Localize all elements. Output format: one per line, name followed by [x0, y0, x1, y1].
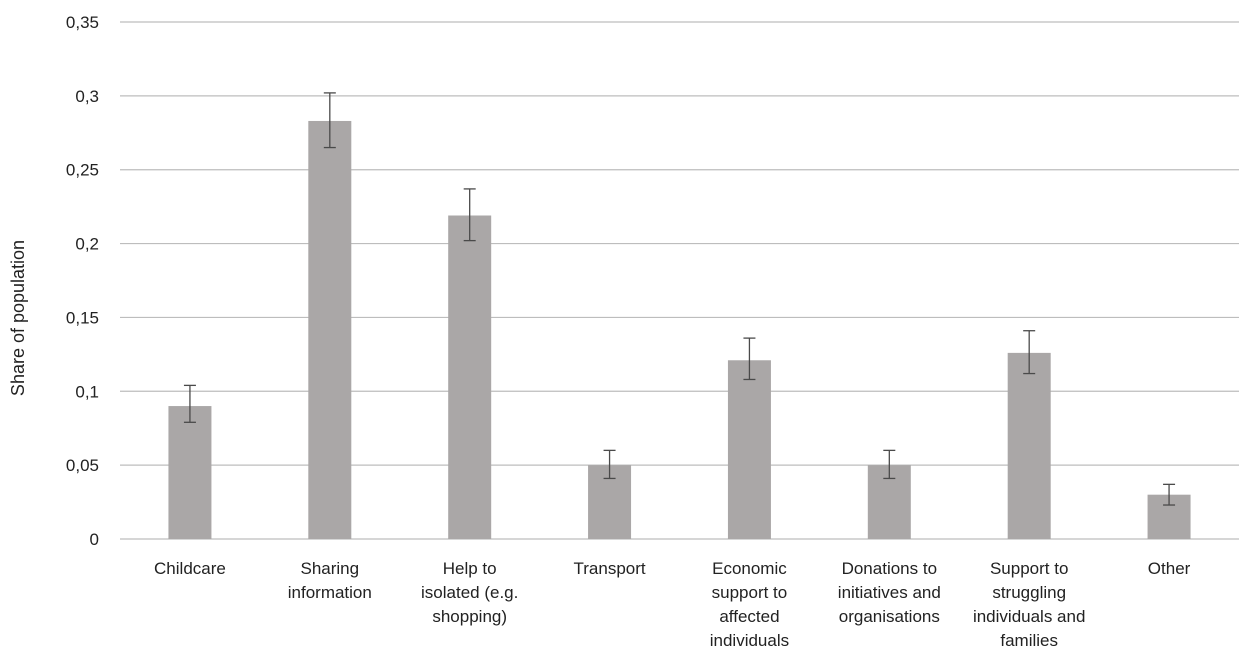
x-tick-label: Other	[1148, 559, 1191, 578]
x-tick-label-line: information	[288, 583, 372, 602]
x-tick-label: Help to isolated (e.g. shopping)	[421, 559, 518, 626]
bars	[168, 120, 1191, 540]
x-tick-label-line: families	[1000, 631, 1058, 650]
error-bar	[1023, 330, 1036, 375]
error-bar	[1163, 483, 1176, 506]
y-axis-title: Share of population	[8, 240, 28, 396]
x-tick-label-line: Sharing	[301, 559, 360, 578]
x-tick-label: Support to struggling individuals and famil…	[973, 559, 1085, 650]
x-tick-label: Donations to initiatives and organisations	[838, 559, 941, 626]
x-tick-label-line: individuals and	[973, 607, 1085, 626]
bar	[308, 120, 352, 540]
x-tick-label-line: Support to	[990, 559, 1068, 578]
x-tick-label: Economic support to affected individuals	[710, 559, 789, 650]
bar	[1007, 352, 1051, 539]
x-tick-label: Transport	[574, 559, 646, 578]
y-tick-label: 0,05	[66, 456, 99, 475]
y-tick-label: 0,35	[66, 13, 99, 32]
y-tick-label: 0,2	[75, 235, 99, 254]
gridlines	[120, 21, 1239, 540]
y-tick-label: 0,1	[75, 382, 99, 401]
x-tick-label-line: initiatives and	[838, 583, 941, 602]
x-tick-label-line: individuals	[710, 631, 789, 650]
x-tick-label-line: shopping)	[432, 607, 507, 626]
x-tick-label-line: Childcare	[154, 559, 226, 578]
x-tick-label-line: support to	[712, 583, 788, 602]
error-bars	[183, 92, 1176, 506]
y-tick-label: 0,15	[66, 308, 99, 327]
error-bar	[323, 92, 336, 149]
x-tick-label-line: Help to	[443, 559, 497, 578]
x-tick-label-line: Donations to	[842, 559, 937, 578]
x-tick-label-line: Transport	[574, 559, 646, 578]
x-tick-label-line: Economic	[712, 559, 787, 578]
x-tick-label-line: affected	[719, 607, 779, 626]
x-tick-label: Sharing information	[288, 559, 372, 602]
error-bar	[183, 384, 196, 423]
bar	[448, 215, 492, 539]
x-tick-label: Childcare	[154, 559, 226, 578]
error-bar	[883, 449, 896, 480]
error-bar	[463, 188, 476, 242]
error-bar	[603, 449, 616, 480]
bar	[168, 406, 212, 539]
x-tick-label-line: struggling	[992, 583, 1066, 602]
y-tick-label: 0	[90, 530, 99, 549]
y-axis-tick-labels: 0 0,05 0,1 0,15 0,2 0,25 0,3 0,35	[66, 13, 99, 549]
error-bar	[743, 337, 756, 381]
bar	[727, 360, 771, 539]
y-tick-label: 0,25	[66, 161, 99, 180]
y-tick-label: 0,3	[75, 87, 99, 106]
x-tick-label-line: Other	[1148, 559, 1191, 578]
x-tick-label-line: organisations	[839, 607, 940, 626]
x-tick-label-line: isolated (e.g.	[421, 583, 518, 602]
x-axis-category-labels: Childcare Sharing information Help to isolat…	[154, 559, 1191, 650]
